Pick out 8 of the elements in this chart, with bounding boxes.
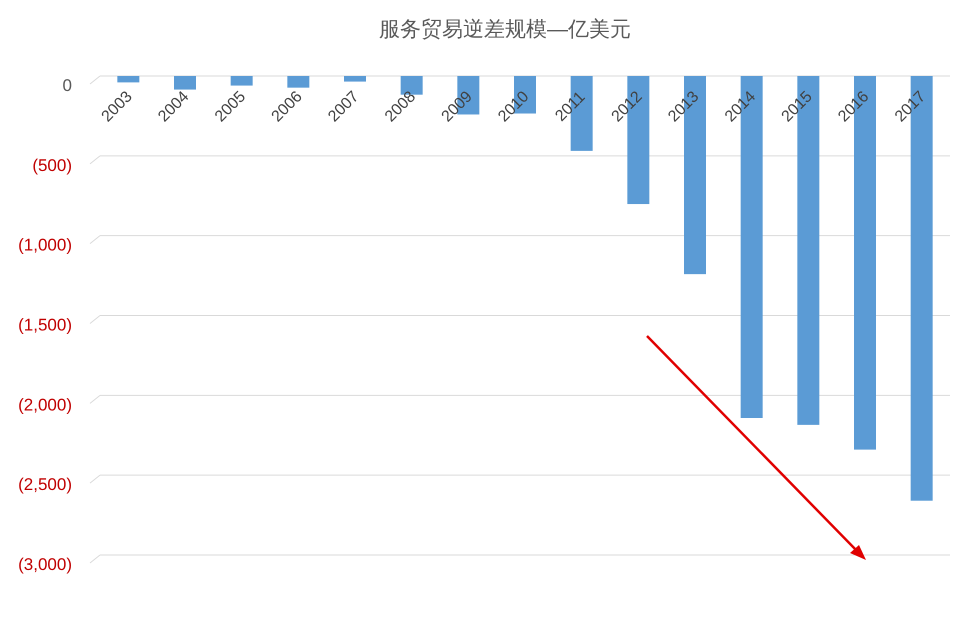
title: 服务贸易逆差规模—亿美元 xyxy=(379,18,631,41)
y-tick-label: (3,000) xyxy=(18,555,72,574)
y-tick-label: (2,000) xyxy=(18,395,72,414)
y-tick-label: (500) xyxy=(32,156,72,175)
y-tick-label: 0 xyxy=(62,76,72,95)
y-tick-label: (1,500) xyxy=(18,316,72,334)
y-tick-label: (1,000) xyxy=(18,236,72,255)
y-tick-label: (2,500) xyxy=(18,475,72,494)
